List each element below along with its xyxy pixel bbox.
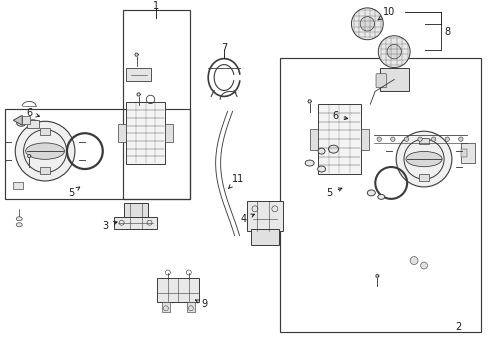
Circle shape [420, 262, 427, 269]
Bar [247, 201, 283, 231]
Text: 6: 6 [332, 111, 348, 121]
Text: 8: 8 [444, 27, 450, 37]
Bar [187, 302, 195, 312]
Bar [122, 10, 190, 199]
Bar [114, 217, 157, 229]
Bar [125, 102, 166, 164]
Circle shape [391, 137, 395, 141]
Text: 11: 11 [228, 174, 244, 189]
Ellipse shape [368, 190, 375, 196]
Ellipse shape [17, 120, 25, 126]
Bar [461, 143, 475, 163]
Text: 10: 10 [378, 7, 395, 20]
Circle shape [396, 131, 452, 187]
Bar [166, 124, 173, 143]
Ellipse shape [25, 143, 65, 159]
Bar [40, 167, 50, 174]
Text: 5: 5 [326, 188, 342, 198]
Text: 7: 7 [221, 43, 227, 53]
Bar [280, 58, 481, 332]
Circle shape [404, 137, 409, 141]
Text: 4: 4 [241, 214, 254, 224]
Polygon shape [13, 115, 22, 125]
Bar [419, 138, 429, 144]
Ellipse shape [406, 152, 442, 167]
Bar [5, 109, 190, 199]
Ellipse shape [16, 223, 22, 227]
Bar [318, 104, 362, 174]
Polygon shape [376, 275, 379, 277]
Text: 5: 5 [68, 187, 80, 198]
Bar [123, 203, 147, 217]
Text: 9: 9 [196, 299, 207, 309]
Bar [461, 149, 467, 157]
Bar [380, 68, 409, 91]
Bar [162, 302, 170, 312]
Ellipse shape [318, 166, 325, 172]
Bar [27, 120, 39, 128]
Bar [13, 182, 23, 189]
Circle shape [410, 257, 418, 265]
Circle shape [378, 36, 410, 68]
Polygon shape [308, 100, 311, 103]
Text: 1: 1 [153, 1, 160, 11]
Text: 3: 3 [103, 221, 117, 231]
Polygon shape [27, 154, 31, 158]
Circle shape [459, 137, 463, 141]
Polygon shape [137, 93, 140, 96]
Text: 2: 2 [456, 322, 462, 332]
Bar [40, 128, 50, 135]
Circle shape [15, 121, 75, 181]
Ellipse shape [318, 148, 325, 154]
Bar [125, 68, 150, 81]
Bar [22, 116, 30, 124]
Circle shape [418, 137, 422, 141]
FancyBboxPatch shape [376, 74, 387, 88]
Ellipse shape [378, 194, 385, 199]
Circle shape [432, 137, 436, 141]
Circle shape [377, 137, 382, 141]
Bar [118, 124, 125, 143]
Circle shape [445, 137, 449, 141]
Bar [419, 174, 429, 180]
Text: 6: 6 [26, 108, 39, 118]
Bar [157, 278, 199, 302]
Polygon shape [135, 53, 138, 56]
Circle shape [351, 8, 383, 40]
Circle shape [387, 45, 401, 59]
Bar [251, 229, 279, 244]
Ellipse shape [305, 160, 314, 166]
Ellipse shape [28, 120, 38, 127]
Bar [310, 129, 318, 150]
Ellipse shape [329, 145, 339, 153]
Bar [362, 129, 369, 150]
Ellipse shape [16, 217, 22, 221]
Circle shape [360, 17, 374, 31]
